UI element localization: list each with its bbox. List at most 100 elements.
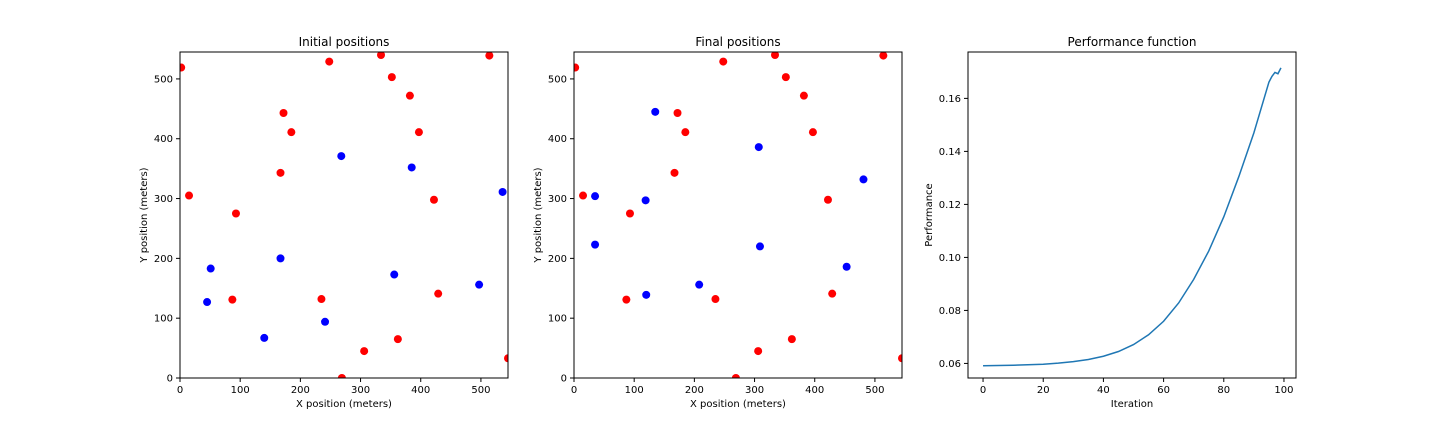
x-tick-label: 500 [471,385,490,396]
scatter-point [429,195,438,204]
scatter-point [276,168,285,177]
x-axis-label: X position (meters) [296,399,392,410]
scatter-point [731,374,740,378]
scatter-point [641,196,650,205]
x-tick-label: 200 [685,385,704,396]
scatter-point [625,209,634,218]
plot-area [574,52,902,378]
scatter-point [498,187,507,196]
chart-panel-2: Final positions 0 100 200 300 400 500 0 100 200 30… [533,35,903,410]
scatter-point [504,354,508,363]
scatter-point [681,128,690,137]
y-axis-label: Y position (meters) [533,167,544,263]
scatter-point [377,52,386,59]
y-tick-label: 0.10 [939,253,961,264]
scatter-point [337,374,346,378]
scatter-point [591,240,600,249]
x-tick-label: 200 [291,385,310,396]
x-tick-label: 300 [745,385,764,396]
scatter-point [754,347,763,356]
y-tick-label: 400 [548,134,567,145]
y-tick-label: 500 [154,74,173,85]
scatter-point [651,107,660,116]
y-tick-label: 300 [548,194,567,205]
x-tick-label: 60 [1157,385,1170,396]
y-tick-label: 0.06 [939,359,961,370]
chart-title: Final positions [695,35,780,49]
scatter-point [405,91,414,100]
y-tick-label: 400 [154,134,173,145]
scatter-point [719,57,728,66]
scatter-point [755,242,764,251]
scatter-point [390,270,399,279]
scatter-point [287,128,296,137]
scatter-point [407,163,416,172]
scatter-point [325,57,334,66]
x-tick-label: 500 [865,385,884,396]
y-tick-label: 500 [548,74,567,85]
scatter-point [799,91,808,100]
scatter-point [787,335,796,344]
scatter-point [859,175,868,184]
scatter-point [695,280,704,289]
scatter-point [434,289,443,298]
scatter-point [754,143,763,152]
scatter-point [387,73,396,82]
x-tick-label: 40 [1097,385,1110,396]
scatter-point [771,52,780,59]
x-tick-label: 400 [411,385,430,396]
scatter-point [622,295,631,304]
x-tick-label: 400 [805,385,824,396]
y-tick-label: 0.08 [939,306,961,317]
x-axis-label: Iteration [1111,399,1153,410]
chart-panel-3: Performance function 0 20 40 60 80 100 0.06 0.08… [924,35,1297,410]
scatter-point [337,152,346,161]
x-tick-label: 100 [1274,385,1293,396]
series-line [983,67,1282,367]
scatter-point [276,254,285,263]
scatter-point [823,195,832,204]
scatter-point [781,73,790,82]
axes-frame [967,51,1297,379]
axes-frame [179,51,509,379]
chart-title: Performance function [1068,35,1197,49]
x-axis-label: X position (meters) [690,399,786,410]
scatter-point [185,191,194,200]
plot-area [180,52,508,378]
scatter-point [360,347,369,356]
x-tick-label: 100 [231,385,250,396]
y-axis-label: Performance [924,183,935,246]
scatter-point [879,52,888,60]
x-tick-label: 20 [1037,385,1050,396]
scatter-point [711,295,720,304]
scatter-point [203,298,212,307]
y-tick-label: 200 [548,254,567,265]
scatter-point [231,209,240,218]
scatter-point [828,289,837,298]
scatter-point [579,191,588,200]
x-tick-label: 100 [625,385,644,396]
scatter-point [670,168,679,177]
y-tick-label: 0.14 [939,147,961,158]
scatter-point [180,63,186,72]
scatter-point [673,109,682,118]
chart-panel-1: Initial positions 0 100 200 300 400 500 0 100 200… [139,35,509,410]
x-tick-label: 0 [980,385,986,396]
scatter-point [485,52,494,60]
scatter-point [279,109,288,118]
x-tick-label: 300 [351,385,370,396]
scatter-point [808,128,817,137]
x-tick-label: 0 [177,385,183,396]
y-tick-label: 100 [154,314,173,325]
scatter-point [206,264,215,273]
scatter-point [574,63,580,72]
y-tick-label: 0 [167,374,173,385]
scatter-point [898,354,902,363]
scatter-point [475,280,484,289]
y-axis-label: Y position (meters) [139,167,150,263]
scatter-point [321,317,330,326]
x-tick-label: 80 [1217,385,1230,396]
scatter-point [414,128,423,137]
scatter-point [317,295,326,304]
